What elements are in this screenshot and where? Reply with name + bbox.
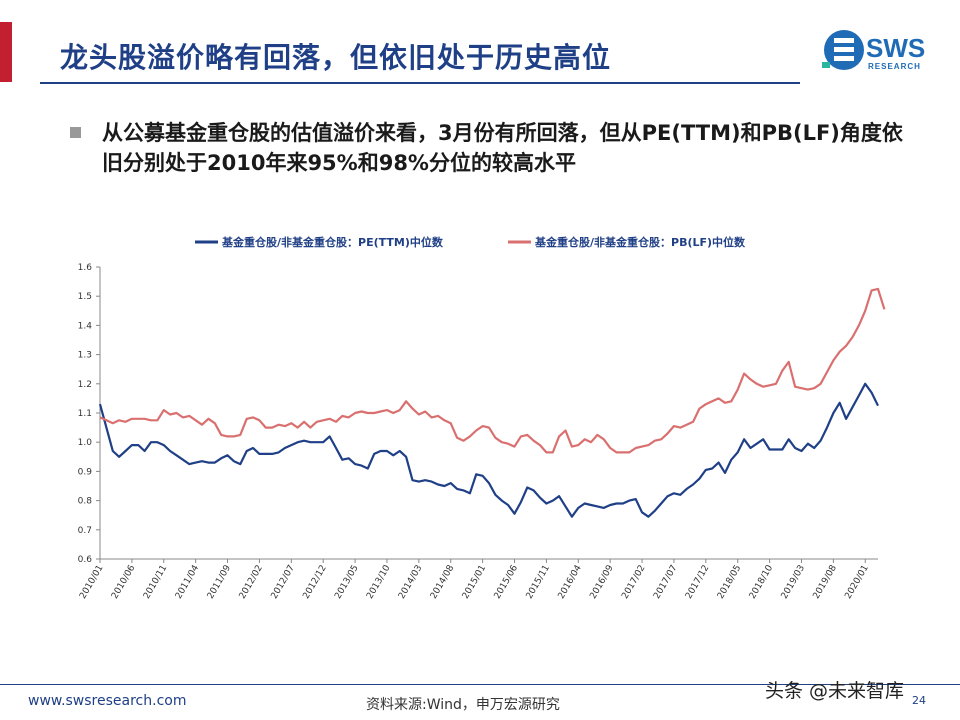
bullet-text: 从公募基金重仓股的估值溢价来看，3月份有所回落，但从PE(TTM)和PB(LF)… <box>102 121 903 175</box>
y-tick-label: 1.3 <box>78 351 92 361</box>
page-number: 24 <box>912 694 926 707</box>
page-title: 龙头股溢价略有回落，但依旧处于历史高位 <box>60 41 612 74</box>
x-tick-label: 2018/10 <box>748 563 775 601</box>
y-tick-label: 0.9 <box>78 467 93 477</box>
x-tick-label: 2015/01 <box>461 564 488 601</box>
x-tick-label: 2016/09 <box>588 563 615 601</box>
footer-url[interactable]: www.swsresearch.com <box>28 693 187 709</box>
y-tick-label: 0.7 <box>78 526 92 536</box>
y-tick-label: 0.8 <box>78 497 93 507</box>
x-tick-label: 2010/11 <box>142 564 169 601</box>
title-underline <box>40 82 800 84</box>
chart-series <box>98 287 886 518</box>
sws-logo-icon <box>822 30 864 70</box>
x-tick-label: 2019/08 <box>812 563 839 601</box>
y-tick-label: 1.0 <box>78 438 93 448</box>
title-accent-bar <box>0 22 12 82</box>
x-tick-label: 2011/04 <box>174 563 201 601</box>
y-tick-label: 1.2 <box>78 380 92 390</box>
x-tick-label: 2017/02 <box>620 564 647 601</box>
footer-source: 资料来源:Wind，申万宏源研究 <box>366 697 560 713</box>
x-tick-label: 2013/10 <box>365 563 392 601</box>
bullet-square-icon <box>70 127 81 138</box>
x-tick-label: 2012/07 <box>270 564 297 601</box>
legend-label-pe: 基金重仓股/非基金重仓股：PE(TTM)中位数 <box>221 235 444 249</box>
x-tick-label: 2015/11 <box>525 564 552 601</box>
x-tick-label: 2019/03 <box>780 564 807 601</box>
x-tick-label: 2015/06 <box>493 563 520 601</box>
x-tick-label: 2011/09 <box>206 563 233 601</box>
y-tick-label: 1.4 <box>78 321 93 331</box>
x-tick-label: 2014/08 <box>429 563 456 601</box>
x-tick-label: 2013/05 <box>333 564 360 601</box>
series-line-pe <box>98 382 879 518</box>
chart-legend: 基金重仓股/非基金重仓股：PE(TTM)中位数 基金重仓股/非基金重仓股：PB(… <box>195 235 746 249</box>
y-tick-label: 1.1 <box>78 409 92 419</box>
series-line-pb <box>99 287 886 454</box>
watermark: 头条 @未来智库 <box>765 680 905 702</box>
x-tick-label: 2010/06 <box>110 563 137 601</box>
legend-label-pb: 基金重仓股/非基金重仓股：PB(LF)中位数 <box>534 235 746 249</box>
x-tick-label: 2012/12 <box>301 564 328 601</box>
x-tick-label: 2018/05 <box>716 564 743 601</box>
x-tick-label: 2017/07 <box>652 564 679 601</box>
x-tick-label: 2010/01 <box>78 564 105 601</box>
line-chart: 基金重仓股/非基金重仓股：PE(TTM)中位数 基金重仓股/非基金重仓股：PB(… <box>78 235 886 601</box>
y-tick-label: 1.5 <box>78 292 92 302</box>
y-tick-label: 1.6 <box>78 263 93 273</box>
x-tick-label: 2020/01 <box>843 564 870 601</box>
x-tick-label: 2012/02 <box>238 564 265 601</box>
x-tick-label: 2014/03 <box>397 564 424 601</box>
logo-wordmark: SWS <box>866 33 926 63</box>
x-tick-label: 2017/12 <box>684 564 711 601</box>
footer-divider <box>0 684 960 685</box>
chart-axes: 0.6 0.7 0.8 0.9 1.0 1.1 1.2 1.3 1.4 1.5 1.6 2010/01… <box>78 263 878 601</box>
y-tick-label: 0.6 <box>78 555 93 565</box>
logo-subtitle: RESEARCH <box>868 62 921 71</box>
x-tick-label: 2016/04 <box>557 563 584 601</box>
